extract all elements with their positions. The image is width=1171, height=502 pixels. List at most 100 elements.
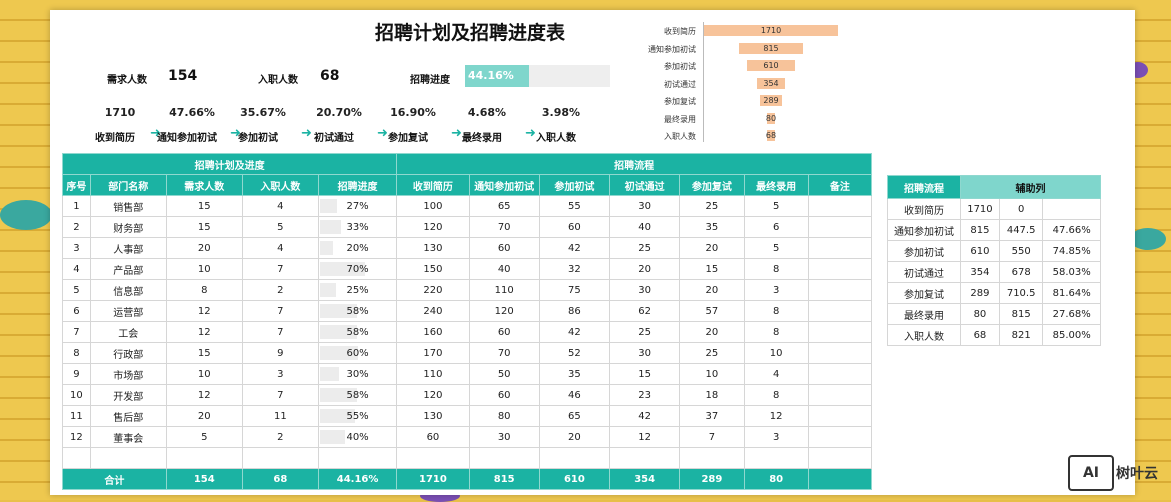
table-cell [807, 195, 873, 217]
row-progress-fill [319, 367, 340, 381]
funnel-category-label: 初试通过 [664, 79, 696, 89]
table-cell: 8 [165, 279, 243, 301]
aux-cell: 58.03% [1042, 261, 1101, 283]
aux-cell: 821 [998, 324, 1044, 346]
table-cell: 25 [609, 321, 681, 343]
table-cell: 46 [538, 384, 611, 406]
funnel-bar [739, 42, 803, 54]
overall-progress-text: 44.16% [468, 69, 514, 82]
table-cell: 10 [743, 342, 809, 364]
table-cell: 12 [165, 384, 243, 406]
table-cell [807, 384, 873, 406]
aux-cell: 80 [960, 303, 1000, 325]
row-progress-fill [319, 262, 365, 276]
funnel-value-label: 815 [763, 43, 779, 53]
stage-percent: 20.70% [316, 106, 362, 119]
table-cell: 3 [62, 237, 91, 259]
demand-label: 需求人数 [107, 75, 147, 86]
stage-name: 参加初试 [238, 133, 278, 144]
table-cell: 人事部 [89, 237, 167, 259]
row-progress-text: 30% [346, 368, 369, 380]
table-cell: 57 [679, 300, 745, 322]
table-cell: 60% [317, 342, 398, 364]
table-cell: 30 [609, 279, 681, 301]
table-cell [679, 447, 745, 469]
table-row: 1 销售部 15 4 27% 100 65 55 30 25 5 [62, 195, 873, 217]
table-cell: 5 [241, 216, 319, 238]
stage-name: 收到简历 [95, 133, 135, 144]
table-row: 7 工会 12 7 58% 160 60 42 25 20 8 [62, 321, 873, 343]
table-cell: 12 [165, 321, 243, 343]
column-header: 通知参加初试 [468, 174, 540, 196]
table-cell: 58% [317, 384, 398, 406]
aux-row: 入职人数 68 821 85.00% [887, 324, 1101, 346]
table-cell [807, 342, 873, 364]
table-cell [807, 363, 873, 385]
table-row: 12 董事会 5 2 40% 60 30 20 12 7 3 [62, 426, 873, 448]
table-cell: 25 [609, 237, 681, 259]
table-cell: 52 [538, 342, 611, 364]
table-cell: 4 [62, 258, 91, 280]
table-cell: 12 [62, 426, 91, 448]
stage-percent: 47.66% [169, 106, 215, 119]
aux-cell: 74.85% [1042, 240, 1101, 262]
table-cell: 60 [538, 216, 611, 238]
table-cell [807, 300, 873, 322]
table-cell: 4 [241, 237, 319, 259]
table-cell: 2 [62, 216, 91, 238]
total-cell: 80 [743, 468, 809, 490]
stage-percent: 16.90% [390, 106, 436, 119]
table-cell [807, 405, 873, 427]
table-cell: 120 [396, 384, 470, 406]
table-cell [807, 237, 873, 259]
table-cell: 5 [743, 237, 809, 259]
row-progress-text: 70% [346, 263, 369, 275]
aux-row: 收到简历 1710 0 [887, 198, 1101, 220]
table-cell: 7 [62, 321, 91, 343]
flow-arrow-icon: ➜ [230, 126, 241, 141]
table-cell [89, 447, 167, 469]
stage-percent: 1710 [104, 106, 136, 119]
funnel-value-label: 289 [763, 96, 779, 105]
total-row: 合计 154 68 44.16% 1710 815 610 354 289 80 [62, 468, 873, 490]
table-cell: 30 [609, 342, 681, 364]
table-cell: 8 [743, 384, 809, 406]
stage-name: 入职人数 [536, 133, 576, 144]
table-row: 4 产品部 10 7 70% 150 40 32 20 15 8 [62, 258, 873, 280]
table-cell: 2 [241, 279, 319, 301]
column-header: 入职人数 [241, 174, 319, 196]
row-progress-text: 40% [346, 431, 369, 443]
table-cell [807, 216, 873, 238]
table-cell: 6 [743, 216, 809, 238]
table-cell: 12 [743, 405, 809, 427]
funnel-category-label: 参加复试 [664, 97, 696, 106]
column-header-row: 序号 部门名称 需求人数 入职人数 招聘进度 收到简历 通知参加初试 参加初试 初试通过 参加复试… [62, 174, 873, 196]
table-cell [317, 447, 398, 469]
table-cell [468, 447, 540, 469]
table-cell: 工会 [89, 321, 167, 343]
stage-name: 初试通过 [314, 133, 354, 144]
table-cell: 产品部 [89, 258, 167, 280]
table-cell [241, 447, 319, 469]
table-cell: 60 [468, 384, 540, 406]
aux-header-process: 招聘流程 [887, 175, 961, 199]
table-cell: 6 [62, 300, 91, 322]
demand-value: 154 [168, 68, 198, 84]
row-progress-fill [319, 199, 338, 213]
table-cell: 10 [62, 384, 91, 406]
table-cell: 5 [165, 426, 243, 448]
table-cell: 9 [62, 363, 91, 385]
table-cell: 8 [743, 300, 809, 322]
table-cell: 130 [396, 405, 470, 427]
table-cell [743, 447, 809, 469]
aux-row: 通知参加初试 815 447.5 47.66% [887, 219, 1101, 241]
table-cell: 5 [62, 279, 91, 301]
aux-cell: 收到简历 [887, 198, 961, 220]
funnel-bar [767, 112, 775, 124]
total-label: 合计 [62, 468, 167, 490]
progress-label: 招聘进度 [410, 75, 450, 86]
table-cell: 20 [165, 237, 243, 259]
table-cell: 18 [679, 384, 745, 406]
aux-cell: 通知参加初试 [887, 219, 961, 241]
table-cell: 8 [62, 342, 91, 364]
